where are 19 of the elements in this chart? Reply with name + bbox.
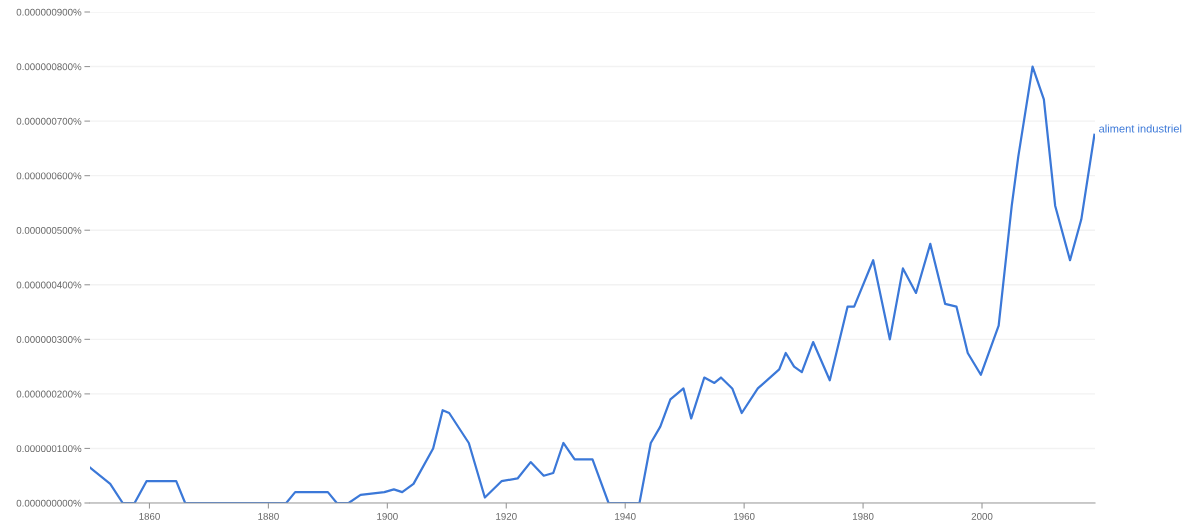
y-tick-label: 0.000000700%	[16, 117, 82, 125]
y-tick-label: 0.000000300%	[16, 336, 82, 343]
y-tick-label: 0.000000100%	[16, 445, 82, 453]
x-tick-label: 1940	[615, 512, 636, 520]
y-tick-label: 0.000000600%	[16, 172, 82, 180]
x-tick-label: 1920	[496, 512, 517, 520]
y-tick-label: 0.000000000%	[16, 499, 82, 507]
y-tick-label: 0.000000500%	[16, 226, 82, 234]
x-tick-label: 2000	[971, 512, 993, 520]
x-tick-label: 1960	[734, 512, 755, 520]
x-tick-label: 1900	[377, 512, 398, 520]
y-tick-label: 0.000000800%	[16, 63, 82, 71]
y-tick-label: 0.000000400%	[16, 281, 82, 289]
y-tick-label: 0.000000200%	[16, 390, 82, 398]
series-label: aliment industriel	[1099, 124, 1182, 133]
x-tick-label: 1860	[139, 512, 160, 520]
y-tick-label: 0.000000900%	[16, 8, 82, 16]
x-tick-label: 1980	[853, 512, 874, 520]
x-tick-label: 1880	[258, 512, 279, 520]
